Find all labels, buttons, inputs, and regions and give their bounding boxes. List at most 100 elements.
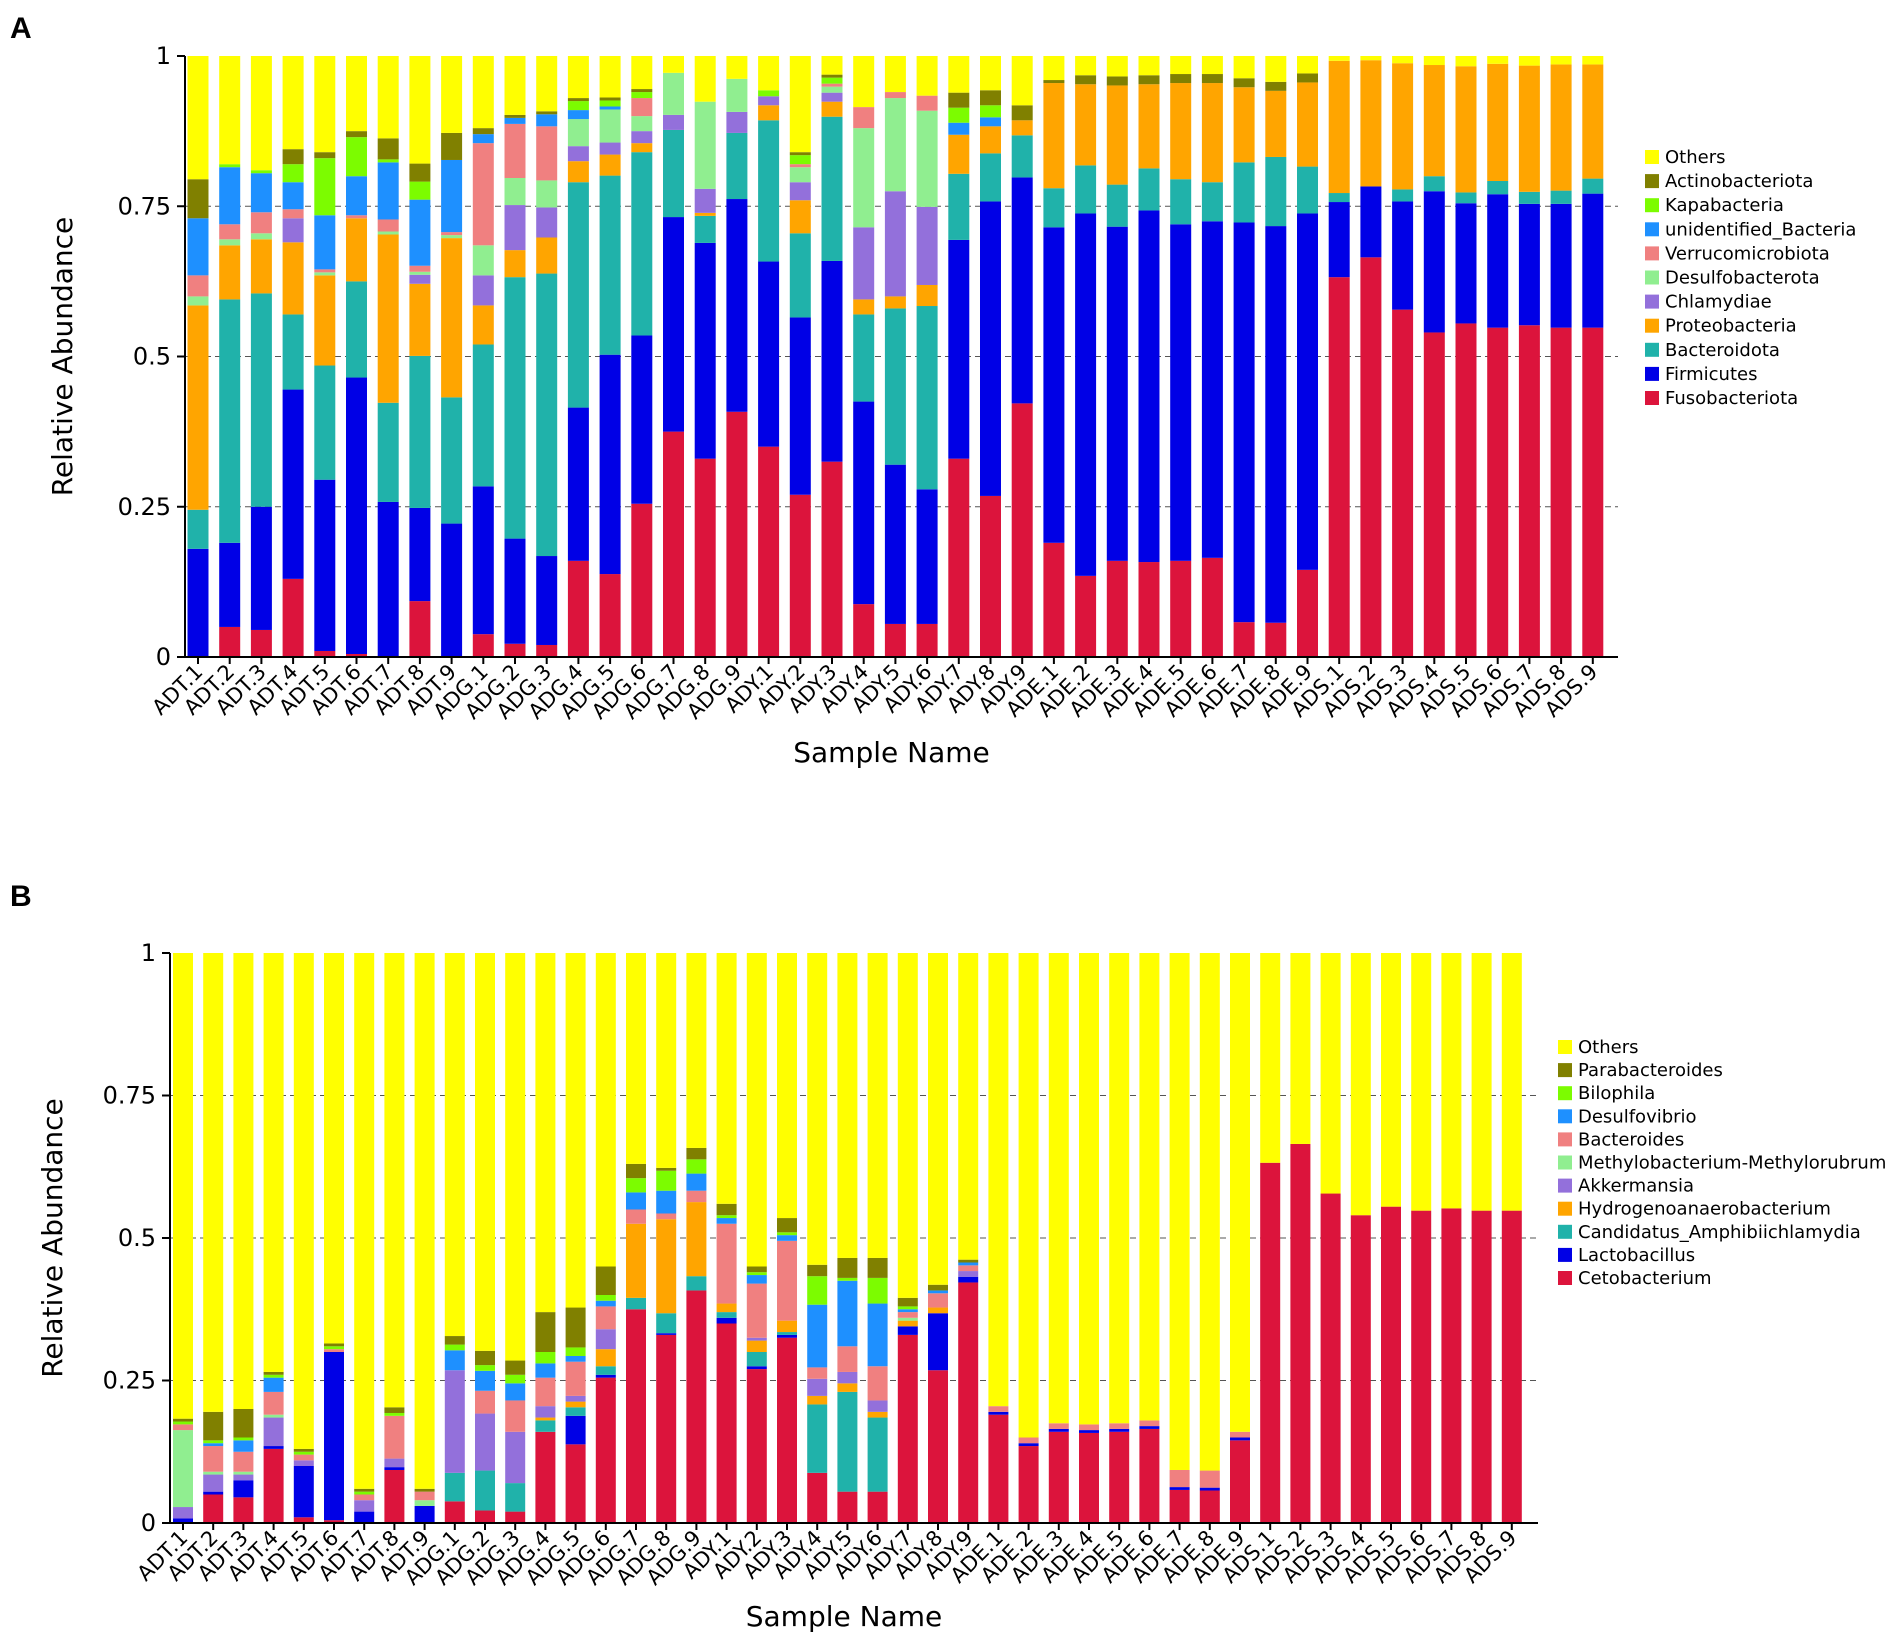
- bar-ADS.1: [1260, 953, 1281, 1523]
- bar-segment-Parabacteroides: [686, 1147, 707, 1160]
- bar-segment-Proteobacteria: [1075, 84, 1097, 166]
- bar-segment-Fusobacteriota: [1487, 327, 1509, 657]
- bar-ADT.4: [282, 56, 304, 657]
- bar-segment-Proteobacteria: [1423, 65, 1445, 177]
- bar-segment-Lactobacillus: [384, 1467, 405, 1470]
- bar-segment-Akkermansia: [837, 1371, 858, 1384]
- bar-segment-Others: [807, 953, 828, 1265]
- bar-ADE.8: [1265, 56, 1287, 657]
- bar-ADE.5: [1109, 953, 1130, 1523]
- bar-segment-Bilophila: [746, 1272, 767, 1276]
- bar-segment-Kapabacteria: [409, 181, 431, 200]
- bar-segment-Parabacteroides: [293, 1448, 314, 1452]
- bar-ADG.8: [656, 953, 677, 1523]
- bar-segment-Bacteroides: [1230, 1431, 1250, 1438]
- bar-segment-Others: [441, 56, 463, 133]
- bar-segment-Fusobacteriota: [1360, 257, 1382, 657]
- bar-segment-Proteobacteria: [1106, 85, 1128, 185]
- bar-segment-Actinobacteriota: [187, 179, 209, 219]
- bar-segment-Others: [324, 953, 344, 1344]
- bar-segment-Others: [282, 56, 304, 150]
- bar-ADT.9: [414, 953, 435, 1523]
- bar-segment-Proteobacteria: [1043, 83, 1065, 189]
- bar-segment-Others: [686, 953, 707, 1148]
- bar-segment-Lactobacillus: [233, 1480, 254, 1498]
- bar-segment-Firmicutes: [314, 479, 336, 651]
- bar-segment-Firmicutes: [536, 556, 558, 645]
- bar-segment-Bilophila: [626, 1178, 646, 1193]
- bar-segment-Desulfobacterota: [567, 119, 589, 147]
- bar-segment-Proteobacteria: [694, 212, 716, 216]
- bar-segment-Chlamydiae: [504, 205, 526, 251]
- y-tick-label: 0.75: [103, 1082, 156, 1110]
- bar-segment-Actinobacteriota: [504, 114, 526, 118]
- bar-segment-Desulfobacterota: [694, 101, 716, 189]
- bar-ADG.6: [595, 953, 616, 1523]
- legend-label: Desulfobacterota: [1665, 268, 1820, 289]
- bar-segment-Bacteroides: [1199, 1470, 1220, 1488]
- bar-segment-Fusobacteriota: [853, 604, 875, 657]
- bar-segment-Cetobacterium: [897, 1334, 918, 1523]
- bar-segment-Lactobacillus: [1230, 1437, 1250, 1441]
- bar-segment-Desulfovibrio: [263, 1377, 284, 1392]
- bar-segment-Others: [1138, 56, 1160, 76]
- bar-segment-Proteobacteria: [1392, 63, 1414, 190]
- bar-segment-Desulfobacterota: [536, 180, 558, 208]
- bar-segment-Parabacteroides: [444, 1336, 465, 1345]
- legend-swatch: [1558, 1132, 1572, 1147]
- bar-segment-Cetobacterium: [988, 1414, 1009, 1523]
- bar-segment-Others: [928, 953, 948, 1285]
- bar-segment-Lactobacillus: [173, 1518, 193, 1523]
- bar-ADY.6: [867, 953, 888, 1523]
- bar-segment-Verrucomicrobiota: [409, 265, 431, 272]
- bar-segment-Kapabacteria: [789, 155, 811, 165]
- bar-segment-Bacteroides: [1018, 1437, 1039, 1444]
- bar-ADS.3: [1320, 953, 1341, 1523]
- bar-segment-Akkermansia: [173, 1507, 193, 1519]
- bar-segment-Others: [1075, 56, 1097, 76]
- bar-segment-Desulfovibrio: [565, 1355, 586, 1362]
- bar-segment-Bilophila: [384, 1412, 405, 1416]
- bar-segment-Cetobacterium: [746, 1369, 767, 1523]
- bar-segment-Verrucomicrobiota: [346, 215, 367, 219]
- bar-segment-Fusobacteriota: [1582, 327, 1604, 657]
- bar-segment-Firmicutes: [1487, 194, 1509, 328]
- legend-label: Desulfovibrio: [1578, 1106, 1697, 1127]
- bar-segment-Fusobacteriota: [1550, 327, 1572, 657]
- bar-segment-Desulfobacterota: [314, 272, 336, 276]
- bar-segment-Bacteroides: [1048, 1423, 1069, 1429]
- bar-segment-Firmicutes: [409, 507, 431, 602]
- bar-segment-Firmicutes: [694, 242, 716, 459]
- legend-swatch: [1645, 318, 1659, 333]
- bar-segment-Verrucomicrobiota: [536, 126, 558, 181]
- bar-segment-Verrucomicrobiota: [916, 95, 938, 111]
- bar-ADE.9: [1297, 56, 1318, 657]
- bar-segment-Others: [1471, 953, 1492, 1211]
- legend-swatch: [1558, 1247, 1572, 1262]
- bar-segment-Parabacteroides: [897, 1297, 918, 1307]
- bar-segment-Others: [565, 953, 586, 1308]
- bar-segment-Proteobacteria: [1265, 90, 1287, 157]
- bar-segment-Fusobacteriota: [314, 650, 336, 657]
- bar-segment-Hydrogenoanaerobacterium: [626, 1223, 646, 1298]
- bar-segment-Firmicutes: [853, 401, 875, 605]
- legend-swatch: [1645, 294, 1659, 309]
- bar-segment-Fusobacteriota: [567, 560, 589, 657]
- bar-ADS.2: [1360, 56, 1382, 657]
- bar-segment-Others: [203, 953, 224, 1412]
- bar-segment-Bacteroidota: [536, 273, 558, 557]
- bar-ADG.1: [444, 953, 465, 1523]
- bar-segment-Proteobacteria: [536, 237, 558, 274]
- bar-ADG.7: [626, 953, 646, 1523]
- bar-segment-Firmicutes: [1043, 227, 1065, 543]
- bar-segment-Others: [1518, 56, 1540, 66]
- y-tick-label: 0.25: [118, 493, 171, 521]
- bar-segment-Others: [384, 953, 405, 1408]
- bar-segment-Bilophila: [475, 1365, 495, 1371]
- bar-segment-Proteobacteria: [346, 218, 367, 282]
- bar-ADE.2: [1018, 953, 1039, 1523]
- bar-ADS.9: [1582, 56, 1604, 657]
- bar-segment-Parabacteroides: [656, 1167, 677, 1171]
- bar-segment-Fusobacteriota: [884, 623, 906, 657]
- bar-segment-Desulfobacterota: [377, 231, 399, 235]
